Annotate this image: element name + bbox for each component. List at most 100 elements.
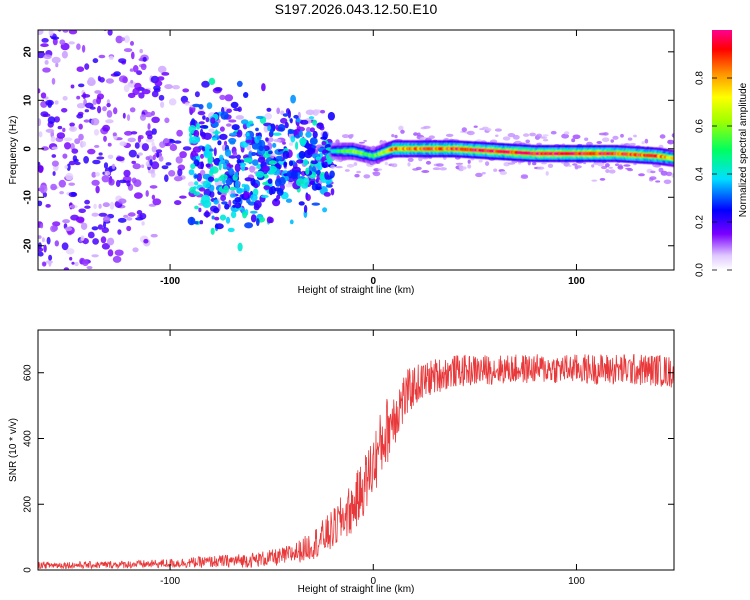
heatmap-cell [134,142,140,149]
heatmap-cell [353,162,358,166]
heatmap-cell [62,153,68,159]
heatmap-cell [101,227,110,234]
heatmap-cell [244,159,253,163]
snr-ylabel: SNR (10 * v/v) [8,418,19,482]
heatmap-cell [217,140,222,146]
heatmap-cell [65,248,75,255]
heatmap-cell [302,177,310,187]
heatmap-cell [51,154,57,158]
heatmap-cell [432,167,441,171]
heatmap-cell [296,159,304,164]
heatmap-cell [299,137,307,145]
heatmap-cell [124,130,133,136]
heatmap-cell [323,192,331,197]
heatmap-cell [308,147,315,153]
heatmap-cell [542,138,549,142]
heatmap-cell [391,134,395,138]
heatmap-cell [615,163,620,166]
heatmap-cell [177,168,183,177]
spectrogram-ylabel: Frequency (Hz) [8,116,19,185]
heatmap-cell [272,142,277,148]
heatmap-cell [213,207,220,214]
heatmap-cell [193,191,201,196]
heatmap-cell [68,30,78,35]
heatmap-cell [250,210,258,214]
heatmap-cell [301,184,309,189]
heatmap-cell [120,37,125,42]
heatmap-cell [48,254,53,261]
heatmap-cell [574,165,582,169]
heatmap-cell [350,133,354,138]
heatmap-cell [209,148,214,152]
heatmap-cell [130,131,138,135]
heatmap-cell [250,178,256,186]
heatmap-cell [623,164,631,167]
heatmap-cell [599,178,606,181]
heatmap-cell [71,261,75,265]
heatmap-cell [298,150,306,159]
heatmap-cell [284,175,290,182]
heatmap-cell [312,119,318,126]
y-tick-label: -20 [23,238,34,253]
heatmap-cell [313,109,322,114]
heatmap-cell [43,54,52,60]
heatmap-cell [122,112,126,119]
heatmap-cell [45,260,53,264]
heatmap-cell [54,100,59,105]
heatmap-cell [296,178,305,187]
heatmap-cell [131,160,136,164]
heatmap-cell [189,186,196,194]
heatmap-cell [138,92,145,99]
heatmap-cell [198,121,205,125]
heatmap-cell [423,125,431,129]
heatmap-cell [145,130,154,137]
heatmap-cell [62,96,68,101]
heatmap-cell [97,105,102,114]
heatmap-cell [190,118,196,127]
heatmap-cell [91,254,99,258]
heatmap-cell [255,170,265,178]
heatmap-cell [115,156,125,162]
heatmap-cell [102,202,110,208]
heatmap-cell [231,124,240,131]
heatmap-cell [280,110,285,116]
heatmap-cell [224,149,232,157]
heatmap-cell [83,156,89,164]
heatmap-cell [243,190,249,199]
heatmap-cell [140,114,146,121]
heatmap-cell [113,71,121,77]
heatmap-cell [112,255,122,263]
heatmap-cell [310,138,317,145]
heatmap-cell [98,212,108,217]
y-tick-label: 20 [23,46,34,58]
heatmap-cell [149,159,153,166]
heatmap-cell [65,172,74,181]
heatmap-cell [627,137,633,141]
heatmap-cell [400,129,405,134]
heatmap-cell [523,133,530,137]
heatmap-cell [128,149,137,158]
heatmap-cell [214,216,220,221]
heatmap-cell [243,184,250,193]
heatmap-cell [94,144,100,148]
heatmap-cell [129,68,134,72]
heatmap-cell [130,41,134,46]
heatmap-cell [439,167,447,171]
heatmap-cell [64,226,73,232]
heatmap-cell [612,135,619,140]
heatmap-cell [226,108,233,114]
heatmap-cell [249,165,256,173]
heatmap-cell [268,217,274,224]
heatmap-cell [255,115,264,120]
heatmap-cell [428,135,435,139]
heatmap-cell [132,87,140,96]
heatmap-cell [320,109,326,114]
heatmap-cell [203,211,211,218]
y-tick-label: 200 [23,495,34,512]
colorbar-ticks: 0.0 0.2 0.4 0.6 0.8 [695,71,732,277]
heatmap-cell [41,261,47,267]
spectrogram-xlabel: Height of straight line (km) [298,285,415,296]
heatmap-cell [298,201,305,206]
heatmap-cell [145,138,155,143]
